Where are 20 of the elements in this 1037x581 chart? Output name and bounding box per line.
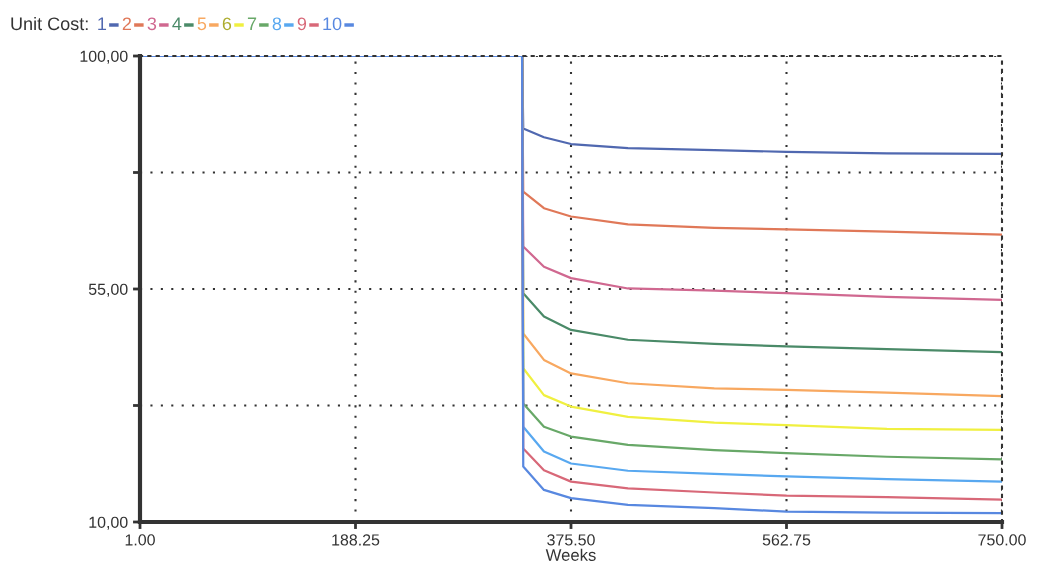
y-tick-label: 55,00 <box>88 283 128 297</box>
legend-label: 9 <box>297 17 307 31</box>
x-tick-label: 750.00 <box>978 534 1026 546</box>
x-tick-label: 1.00 <box>125 534 155 546</box>
legend-label: 4 <box>172 17 182 30</box>
x-tick-label: 375.50 <box>547 534 595 546</box>
legend-title: Unit Cost: <box>11 16 88 31</box>
y-tick-label: 100,00 <box>80 50 128 64</box>
x-tick-label: 188.25 <box>332 534 380 546</box>
legend-label: 6 <box>222 17 232 31</box>
legend-label: 2 <box>122 17 132 30</box>
legend-label: 3 <box>147 17 157 31</box>
legend-label: 7 <box>247 17 257 30</box>
legend-label: 5 <box>197 17 207 31</box>
y-tick-label: 10,00 <box>89 516 128 530</box>
x-axis-title: Weeks <box>545 548 596 561</box>
legend-label: 1 <box>98 17 107 30</box>
x-tick-label: 562.75 <box>762 534 811 546</box>
legend-label: 8 <box>272 17 282 31</box>
legend-label: 10 <box>323 17 342 31</box>
